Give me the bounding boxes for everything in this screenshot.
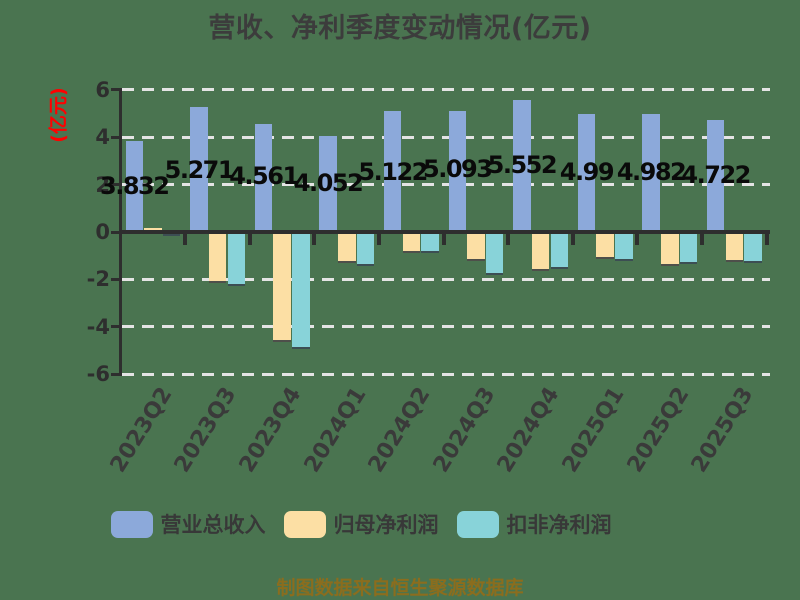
legend-swatch	[110, 510, 153, 538]
bar-营业总收入-2025Q2	[642, 113, 660, 232]
x-tick-label-2025Q3: 2025Q3	[686, 383, 759, 478]
bar-归母净利润-2024Q2	[402, 232, 421, 253]
legend-item-扣非净利润: 扣非净利润	[456, 509, 612, 539]
x-tick	[247, 234, 252, 245]
bar-归母净利润-2024Q1	[338, 232, 356, 264]
legend-swatch	[456, 510, 499, 538]
footer-note: 制图数据来自恒生聚源数据库	[276, 577, 524, 599]
y-tick	[111, 230, 120, 234]
gridline	[122, 135, 770, 139]
y-tick-label: 4	[95, 125, 110, 150]
bar-归母净利润-2025Q1	[596, 232, 614, 260]
x-tick	[183, 234, 188, 245]
bar-value-label: 4.052	[293, 169, 364, 197]
bar-value-label: 5.271	[164, 156, 235, 184]
gridline	[122, 277, 770, 281]
y-tick	[111, 277, 120, 281]
x-tick-label-2023Q3: 2023Q3	[170, 383, 242, 478]
bar-归母净利润-2024Q4	[531, 232, 550, 271]
bar-value-label: 5.093	[423, 155, 493, 183]
bar-归母净利润-2023Q2	[144, 227, 162, 232]
bar-扣非净利润-2024Q1	[356, 232, 375, 266]
bar-value-label: 5.122	[358, 158, 428, 186]
bar-扣非净利润-2023Q4	[292, 232, 310, 349]
y-tick-label: -4	[86, 314, 110, 339]
legend-swatch	[283, 510, 326, 538]
bar-归母净利润-2023Q4	[273, 232, 291, 343]
x-tick	[699, 234, 704, 245]
x-tick	[764, 234, 769, 245]
bar-营业总收入-2025Q1	[577, 113, 596, 232]
x-axis	[120, 230, 770, 234]
x-tick-label-2024Q2: 2024Q2	[363, 383, 436, 478]
gridline	[122, 88, 770, 92]
bar-扣非净利润-2025Q3	[744, 232, 762, 263]
x-tick	[635, 234, 640, 245]
bar-value-label: 4.722	[681, 161, 751, 189]
bar-扣非净利润-2023Q3	[227, 232, 245, 287]
bar-value-label: 4.561	[229, 162, 299, 190]
x-tick	[570, 234, 575, 245]
x-tick-label-2025Q2: 2025Q2	[622, 383, 695, 478]
bar-营业总收入-2023Q2	[125, 141, 143, 232]
bar-营业总收入-2024Q4	[513, 100, 531, 232]
x-tick	[376, 234, 381, 245]
bar-归母净利润-2025Q2	[661, 232, 679, 267]
x-tick	[506, 234, 511, 245]
y-tick-label: 6	[95, 77, 110, 102]
x-tick-label-2024Q3: 2024Q3	[428, 383, 501, 478]
bar-营业总收入-2024Q3	[448, 111, 466, 232]
x-tick-label-2024Q4: 2024Q4	[493, 383, 565, 478]
y-tick-label: 0	[95, 220, 110, 244]
x-tick-label-2024Q1: 2024Q1	[299, 383, 372, 478]
x-tick-label-2023Q2: 2023Q2	[105, 383, 178, 478]
legend: 营业总收入 归母净利润 扣非净利润	[0, 509, 761, 539]
y-tick-label: -2	[86, 267, 110, 292]
bar-value-label: 5.552	[487, 151, 558, 179]
gridline	[122, 372, 770, 376]
x-tick	[312, 234, 317, 245]
bar-营业总收入-2024Q1	[319, 135, 337, 232]
bar-营业总收入-2025Q3	[706, 120, 725, 232]
x-tick-label-2023Q4: 2023Q4	[234, 383, 307, 478]
x-tick-label-2025Q1: 2025Q1	[557, 383, 630, 478]
y-tick	[111, 183, 120, 187]
bar-value-label: 4.99	[559, 158, 615, 186]
bar-扣非净利润-2024Q2	[421, 232, 439, 254]
bar-营业总收入-2023Q4	[254, 123, 273, 232]
y-tick-label: 2	[95, 172, 110, 197]
bar-营业总收入-2024Q2	[383, 110, 402, 232]
gridline	[122, 325, 770, 329]
bar-归母净利润-2023Q3	[208, 232, 227, 284]
bar-扣非净利润-2025Q2	[679, 232, 698, 265]
bar-归母净利润-2024Q3	[467, 232, 485, 262]
bar-扣非净利润-2024Q4	[550, 232, 568, 270]
bar-归母净利润-2025Q3	[725, 232, 744, 262]
bar-扣非净利润-2025Q1	[615, 232, 633, 262]
bar-扣非净利润-2024Q3	[485, 232, 504, 276]
y-tick	[111, 135, 120, 139]
y-axis-unit-label: (亿元)	[47, 87, 70, 143]
legend-item-营业总收入: 营业总收入	[110, 509, 266, 539]
x-tick	[441, 234, 446, 245]
y-tick-label: -6	[86, 362, 110, 387]
chart-title: 营收、净利季度变动情况(亿元)	[208, 13, 592, 44]
y-tick	[111, 88, 120, 92]
legend-label: 扣非净利润	[506, 513, 612, 537]
y-tick	[111, 372, 120, 376]
bar-value-label: 3.832	[100, 172, 170, 200]
y-tick	[111, 325, 120, 329]
bar-value-label: 4.982	[616, 158, 687, 186]
legend-label: 归母净利润	[333, 513, 439, 537]
legend-label: 营业总收入	[160, 513, 266, 537]
bar-营业总收入-2023Q3	[190, 107, 208, 232]
legend-item-归母净利润: 归母净利润	[283, 509, 439, 539]
gridline	[122, 183, 770, 187]
